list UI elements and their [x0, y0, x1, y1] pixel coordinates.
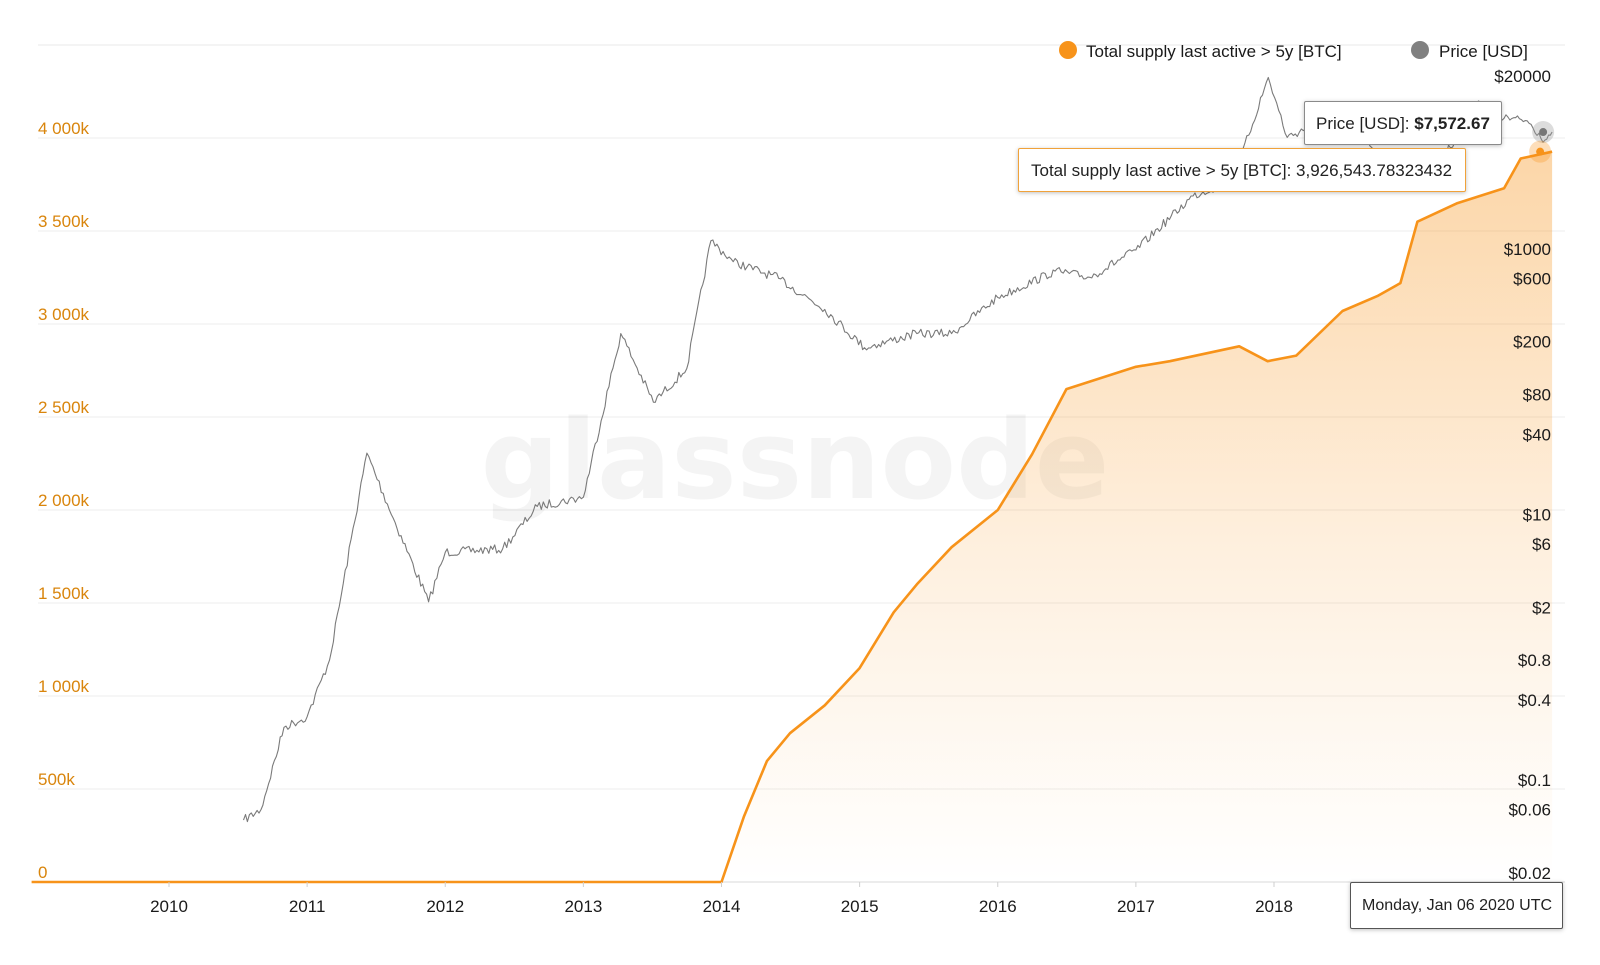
y-axis-right: $0.02 $0.06 $0.1 $0.4 $0.8 $2 $6 $10 $40 $80 $200 $…: [1494, 67, 1551, 883]
y-right-tick-label: $200: [1513, 333, 1551, 352]
x-tick-label: 2010: [150, 897, 188, 916]
supply-area: [31, 151, 1553, 882]
price-tooltip: Price [USD]: $7,572.67: [1304, 101, 1502, 145]
supply-hover-dot: [1536, 147, 1545, 156]
legend-marker-price: [1411, 41, 1429, 59]
supply-line[interactable]: [31, 150, 1553, 884]
y-right-tick-label: $2: [1532, 598, 1551, 617]
y-right-tick-label: $1000: [1504, 240, 1551, 259]
supply-tooltip: Total supply last active > 5y [BTC]: 3,9…: [1018, 148, 1467, 192]
x-tick-label: 2015: [841, 897, 879, 916]
x-axis: 2010 2011 2012 2013 2014 2015 2016 2017 2018: [150, 882, 1293, 916]
x-tick-label: 2012: [426, 897, 464, 916]
y-left-tick-label: 1 500k: [38, 584, 90, 603]
y-right-tick-label: $80: [1523, 386, 1551, 405]
x-tick-label: 2016: [979, 897, 1017, 916]
supply-tooltip-label: Total supply last active > 5y [BTC]:: [1031, 161, 1292, 180]
y-right-tick-label: $0.02: [1508, 864, 1551, 883]
supply-series: [31, 150, 1553, 884]
legend-label-supply[interactable]: Total supply last active > 5y [BTC]: [1086, 42, 1342, 61]
y-left-tick-label: 0: [38, 863, 47, 882]
date-crosshair-text: Monday, Jan 06 2020 UTC: [1362, 897, 1553, 914]
supply-tooltip-value: 3,926,543.78323432: [1296, 161, 1453, 180]
x-tick-label: 2014: [703, 897, 741, 916]
y-left-tick-label: 2 500k: [38, 398, 90, 417]
date-crosshair-label: Monday, Jan 06 2020 UTC: [1350, 882, 1564, 929]
hover-markers: [1529, 121, 1555, 163]
y-right-tick-label: $20000: [1494, 67, 1551, 86]
y-left-tick-label: 500k: [38, 770, 75, 789]
price-tooltip-label: Price [USD]:: [1316, 114, 1410, 133]
y-right-tick-label: $0.1: [1518, 771, 1551, 790]
x-tick-label: 2017: [1117, 897, 1155, 916]
y-axis-left: 0 500k 1 000k 1 500k 2 000k 2 500k 3 000k 3 500…: [38, 119, 90, 882]
y-right-tick-label: $0.4: [1518, 691, 1551, 710]
x-tick-label: 2018: [1255, 897, 1293, 916]
supply-area-fill: [31, 151, 1553, 882]
y-right-tick-label: $10: [1523, 505, 1551, 524]
y-left-tick-label: 3 000k: [38, 305, 90, 324]
legend-label-price[interactable]: Price [USD]: [1439, 42, 1528, 61]
y-left-tick-label: 3 500k: [38, 212, 90, 231]
y-right-tick-label: $0.06: [1508, 801, 1551, 820]
x-tick-label: 2011: [289, 897, 326, 916]
y-left-tick-label: 1 000k: [38, 677, 90, 696]
y-left-tick-label: 4 000k: [38, 119, 90, 138]
y-right-tick-label: $6: [1532, 535, 1551, 554]
y-right-tick-label: $40: [1523, 426, 1551, 445]
x-tick-label: 2013: [564, 897, 602, 916]
legend-marker-supply: [1059, 41, 1077, 59]
y-right-tick-label: $0.8: [1518, 651, 1551, 670]
price-tooltip-value: $7,572.67: [1414, 114, 1490, 133]
legend: Total supply last active > 5y [BTC] Pric…: [1059, 41, 1528, 61]
y-left-tick-label: 2 000k: [38, 491, 90, 510]
price-hover-dot: [1539, 128, 1548, 137]
y-right-tick-label: $600: [1513, 269, 1551, 288]
